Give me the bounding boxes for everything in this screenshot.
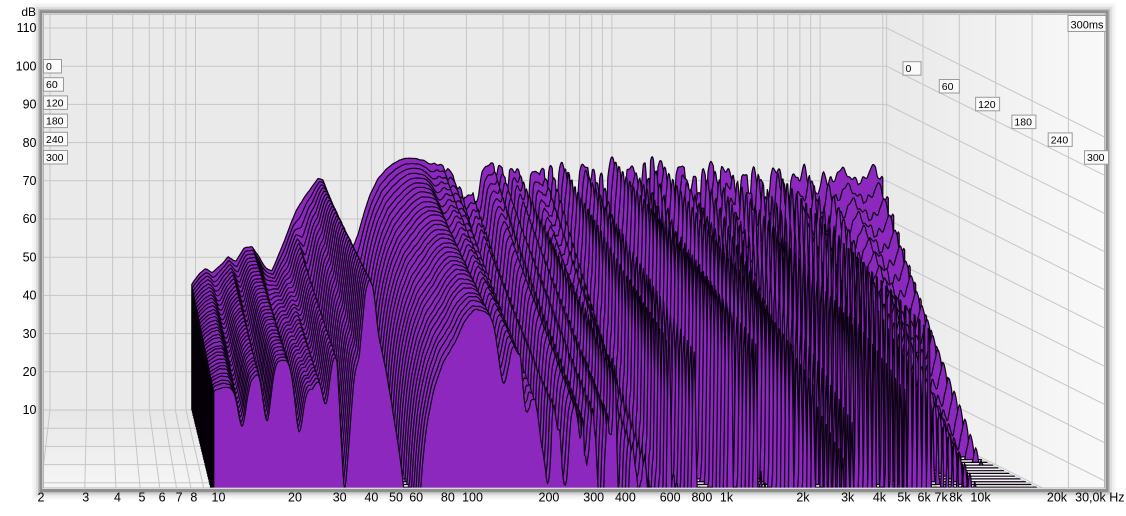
svg-text:7: 7 <box>176 491 183 505</box>
svg-text:5: 5 <box>139 491 146 505</box>
svg-text:80: 80 <box>23 136 37 150</box>
svg-text:20: 20 <box>288 491 302 505</box>
svg-text:6k: 6k <box>918 491 932 505</box>
svg-text:110: 110 <box>17 21 37 35</box>
svg-text:60: 60 <box>23 212 37 226</box>
svg-text:240: 240 <box>1051 134 1069 146</box>
svg-text:5k: 5k <box>897 491 911 505</box>
svg-text:60: 60 <box>942 81 954 93</box>
svg-text:7k: 7k <box>935 491 949 505</box>
svg-text:120: 120 <box>46 97 64 109</box>
svg-text:30: 30 <box>333 491 347 505</box>
svg-text:30,0k Hz: 30,0k Hz <box>1075 491 1124 505</box>
svg-text:3: 3 <box>82 491 89 505</box>
svg-text:80: 80 <box>441 491 455 505</box>
svg-text:800: 800 <box>691 491 712 505</box>
svg-text:8: 8 <box>190 491 197 505</box>
svg-text:180: 180 <box>1014 117 1032 129</box>
svg-text:50: 50 <box>389 491 403 505</box>
svg-text:60: 60 <box>46 79 58 91</box>
svg-text:dB: dB <box>21 5 36 19</box>
svg-text:240: 240 <box>46 134 64 146</box>
svg-text:600: 600 <box>660 491 681 505</box>
svg-text:3k: 3k <box>841 491 855 505</box>
svg-text:180: 180 <box>46 116 64 128</box>
svg-text:0: 0 <box>46 61 52 73</box>
svg-text:4: 4 <box>114 491 121 505</box>
svg-text:200: 200 <box>539 491 560 505</box>
svg-text:1k: 1k <box>720 491 734 505</box>
svg-text:100: 100 <box>16 59 37 73</box>
svg-text:50: 50 <box>23 250 37 264</box>
svg-text:400: 400 <box>615 491 636 505</box>
svg-text:20k: 20k <box>1047 491 1068 505</box>
svg-text:120: 120 <box>978 99 996 111</box>
svg-text:30: 30 <box>23 327 37 341</box>
svg-text:20: 20 <box>23 365 37 379</box>
svg-text:6: 6 <box>159 491 166 505</box>
svg-text:100: 100 <box>462 491 483 505</box>
svg-text:2: 2 <box>37 491 44 505</box>
svg-text:300ms: 300ms <box>1071 20 1105 32</box>
svg-text:8k: 8k <box>949 491 963 505</box>
svg-text:10: 10 <box>212 491 226 505</box>
svg-text:70: 70 <box>23 174 37 188</box>
svg-text:4k: 4k <box>873 491 887 505</box>
svg-text:300: 300 <box>46 152 64 164</box>
svg-text:60: 60 <box>409 491 423 505</box>
svg-text:10: 10 <box>23 403 37 417</box>
svg-text:0: 0 <box>906 63 912 75</box>
svg-text:40: 40 <box>364 491 378 505</box>
svg-text:300: 300 <box>583 491 604 505</box>
svg-text:10k: 10k <box>970 491 991 505</box>
svg-text:2k: 2k <box>796 491 810 505</box>
svg-text:40: 40 <box>23 289 37 303</box>
svg-text:300: 300 <box>1087 152 1105 164</box>
svg-text:90: 90 <box>23 98 37 112</box>
